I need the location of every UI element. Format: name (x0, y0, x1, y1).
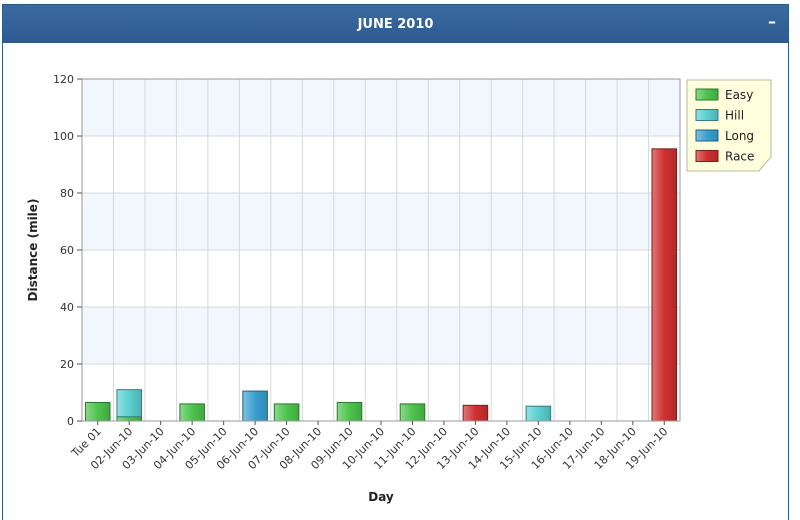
panel-header: JUNE 2010 – (3, 5, 788, 43)
x-tick-labels: Tue 0102-Jun-1003-Jun-1004-Jun-1005-Jun-… (68, 425, 670, 472)
bar-group (84, 148, 678, 422)
bar-easy-1 (84, 401, 111, 422)
collapse-button[interactable]: – (768, 12, 776, 31)
legend-box (686, 79, 772, 172)
y-tick-label: 100 (53, 130, 74, 143)
bar-hill-2 (116, 389, 142, 418)
legend: Easy Hill Long Race (686, 79, 772, 172)
bar-race-19 (651, 148, 678, 422)
bar-race-13 (462, 404, 489, 422)
panel-title: JUNE 2010 (357, 16, 434, 32)
plot-band (82, 136, 680, 193)
plot-band (82, 364, 680, 421)
plot-band (82, 250, 680, 307)
y-tick-label: 20 (60, 358, 74, 371)
grid-lines (81, 78, 681, 422)
y-tick-label: 40 (60, 301, 74, 314)
bar-easy-11 (399, 403, 426, 422)
y-axis-label: Distance (mile) (26, 199, 40, 302)
legend-swatch-long (695, 129, 719, 142)
y-tick-label: 60 (60, 244, 74, 257)
legend-label-long: Long (725, 129, 754, 143)
x-axis-label: Day (368, 490, 394, 504)
plot-band (82, 79, 680, 136)
legend-label-easy: Easy (725, 88, 753, 102)
y-tick-labels: 0 20 40 60 80 100 120 (53, 73, 74, 428)
legend-swatch-hill (695, 109, 719, 121)
bar-hill-15 (525, 405, 552, 422)
plot-area (82, 79, 680, 421)
legend-label-hill: Hill (725, 109, 744, 123)
plot-band (82, 193, 680, 250)
legend-label-race: Race (725, 150, 754, 164)
y-tick-label: 80 (60, 187, 74, 200)
y-tick-label: 120 (53, 73, 74, 86)
bar-easy-4 (179, 403, 205, 422)
bar-easy-7 (273, 403, 300, 422)
bar-easy-9 (336, 401, 363, 422)
plot-band (82, 307, 680, 364)
axes (77, 78, 681, 425)
legend-swatch-easy (695, 88, 719, 101)
bar-easy-2 (116, 416, 142, 422)
legend-swatch-race (695, 150, 719, 162)
bar-long-6 (242, 390, 268, 422)
y-tick-label: 0 (67, 415, 74, 428)
